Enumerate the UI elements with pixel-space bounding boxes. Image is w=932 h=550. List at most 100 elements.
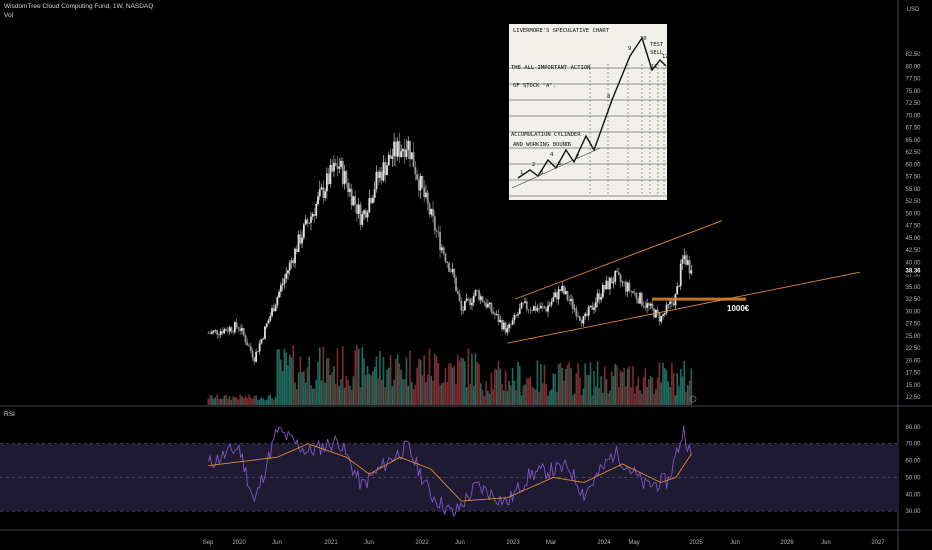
volume-bar [515, 389, 517, 405]
candle-body [290, 260, 293, 263]
candle-body [672, 303, 675, 306]
candle-body [623, 281, 626, 283]
candle-body [472, 295, 475, 303]
time-tick-label: 2020 [232, 540, 246, 546]
volume-bar [212, 398, 215, 405]
candle-body [488, 302, 491, 305]
candle-body [375, 171, 378, 190]
volume-bar [260, 397, 263, 405]
volume-bar [672, 373, 675, 405]
time-tick-label: Sep [203, 540, 214, 546]
candle-body [295, 248, 298, 252]
candle-body [423, 187, 426, 198]
inset-test-label: TEST [650, 42, 664, 48]
volume-bar [688, 380, 691, 405]
volume-bar [352, 376, 355, 405]
candle-body [235, 322, 238, 328]
candle-body [359, 204, 362, 225]
volume-bar [556, 391, 558, 405]
volume-bar [481, 389, 484, 405]
inset-wave-label: 11 [651, 64, 658, 70]
volume-bar [586, 374, 588, 405]
volume-bar [570, 368, 572, 405]
candle-body [371, 197, 374, 203]
volume-bar [386, 369, 388, 405]
candle-body [430, 208, 433, 215]
candle-body [432, 208, 434, 217]
candle-body [398, 141, 401, 158]
candle-body [525, 301, 528, 310]
volume-bar [518, 366, 521, 405]
volume-bar [232, 396, 234, 405]
candle-body [509, 324, 512, 326]
candle-body [626, 282, 629, 292]
candle-body [580, 320, 583, 324]
candle-body [573, 308, 576, 310]
volume-bar [628, 366, 631, 405]
volume-bar [237, 399, 240, 405]
price-tick-label: 65.00 [905, 138, 921, 144]
volume-bar [230, 399, 233, 405]
volume-bar [418, 358, 420, 405]
price-tick-label: 62.50 [905, 150, 921, 156]
candle-body [479, 296, 482, 300]
price-tick-label: 57.50 [905, 175, 921, 181]
volume-bar [372, 371, 374, 405]
volume-bar [258, 399, 261, 405]
price-tick-label: 60.00 [905, 162, 921, 168]
volume-bar [690, 368, 693, 405]
volume-bar [609, 390, 611, 405]
volume-bar [540, 364, 542, 405]
volume-bar [534, 389, 537, 405]
inset-wave-label: 12 [662, 54, 669, 60]
volume-bar [487, 390, 489, 405]
volume-bar [343, 387, 346, 405]
candle-body [600, 296, 603, 300]
candle-body [340, 160, 342, 167]
volume-bar [683, 360, 686, 405]
volume-bar [469, 383, 471, 405]
candle-body [486, 304, 489, 308]
volume-bar [405, 357, 408, 405]
rsi-line [207, 425, 692, 518]
volume-bar [444, 368, 447, 405]
volume-bar [573, 393, 576, 405]
volume-bar [288, 354, 291, 405]
time-tick-label: Jun [821, 540, 831, 546]
candle-body [223, 329, 226, 334]
candle-body [499, 319, 502, 323]
candle-body [356, 204, 358, 214]
candle-body [566, 290, 569, 301]
volume-bar [616, 365, 618, 405]
candle-body [665, 304, 668, 313]
price-tick-label: 17.50 [905, 371, 921, 377]
volume-bar [467, 348, 470, 405]
volume-bar [591, 395, 594, 405]
chart-title: WisdomTree Cloud Computing Fund, 1W, NAS… [4, 3, 154, 10]
candle-body [419, 176, 422, 191]
rsi-tick-label: 80.00 [905, 425, 921, 431]
volume-bar [536, 360, 539, 405]
candle-body [262, 338, 265, 340]
volume-bar [219, 398, 222, 405]
volume-bar [276, 349, 279, 405]
inset-caption: LIVERMORE'S SPECULATIVE CHART [513, 28, 610, 34]
candle-body [364, 210, 367, 218]
candle-body [448, 263, 450, 272]
volume-bar [409, 350, 411, 405]
volume-bar [524, 384, 526, 405]
chart-header: WisdomTree Cloud Computing Fund, 1W, NAS… [4, 2, 153, 20]
inset-wave-label: 3 [540, 170, 543, 176]
candle-body [449, 271, 452, 273]
candle-body [394, 141, 397, 157]
candle-body [228, 327, 231, 332]
volume-bar [407, 385, 410, 405]
candle-body [617, 272, 620, 275]
candle-body [646, 303, 649, 308]
trend-channel: 1000€ [507, 220, 861, 344]
volume-bar [382, 357, 385, 405]
candle-body [276, 297, 279, 306]
volume-bar [414, 384, 417, 405]
candle-body [495, 314, 498, 316]
